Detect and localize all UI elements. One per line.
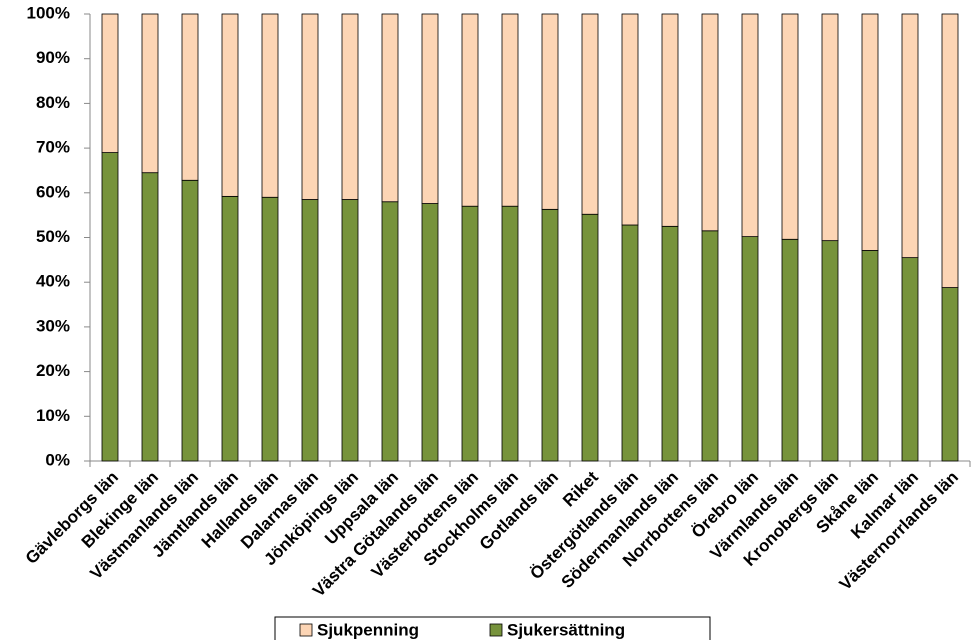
bar-segment: [341, 199, 359, 462]
bar-segment: [261, 196, 279, 462]
bar-segment: [261, 13, 279, 198]
y-tick-label: 10%: [36, 406, 70, 425]
bar-segment: [861, 250, 879, 462]
bar-segment: [501, 205, 519, 462]
bar-segment: [101, 152, 119, 462]
bar-segment: [901, 13, 919, 259]
bar-segment: [821, 13, 839, 242]
y-tick-label: 40%: [36, 272, 70, 291]
y-tick-label: 0%: [45, 450, 70, 469]
bar-segment: [861, 13, 879, 251]
bar-segment: [301, 13, 319, 200]
bar-segment: [581, 13, 599, 215]
bar-segment: [141, 13, 159, 174]
bar-segment: [501, 13, 519, 207]
bar-segment: [901, 257, 919, 462]
bar-segment: [221, 13, 239, 197]
y-tick-label: 80%: [36, 93, 70, 112]
bar-segment: [421, 203, 439, 462]
y-tick-label: 60%: [36, 182, 70, 201]
bar-segment: [741, 236, 759, 462]
y-tick-label: 20%: [36, 361, 70, 380]
bar-segment: [301, 199, 319, 462]
bar-segment: [141, 172, 159, 462]
bar-segment: [381, 201, 399, 462]
legend-swatch: [299, 623, 313, 637]
bar-segment: [381, 13, 399, 203]
bar-segment: [741, 13, 759, 238]
bar-segment: [101, 13, 119, 153]
bar-segment: [221, 195, 239, 462]
bar-segment: [421, 13, 439, 204]
bar-segment: [621, 224, 639, 462]
bar-segment: [821, 240, 839, 462]
legend-label: Sjukersättning: [507, 620, 625, 639]
bar-segment: [181, 13, 199, 181]
bar-segment: [341, 13, 359, 200]
legend-swatch: [489, 623, 503, 637]
bar-segment: [621, 13, 639, 226]
bar-segment: [781, 238, 799, 462]
bar-segment: [581, 213, 599, 462]
y-tick-label: 100%: [27, 3, 70, 22]
bar-segment: [181, 179, 199, 462]
bar-segment: [461, 13, 479, 207]
y-tick-label: 90%: [36, 48, 70, 67]
bar-segment: [941, 13, 959, 288]
bar-segment: [701, 230, 719, 462]
legend-label: Sjukpenning: [317, 620, 419, 639]
bar-segment: [701, 13, 719, 232]
bar-segment: [541, 13, 559, 210]
bar-segment: [661, 225, 679, 462]
bar-segment: [661, 13, 679, 227]
bar-segment: [461, 205, 479, 462]
y-tick-label: 50%: [36, 227, 70, 246]
bar-segment: [541, 208, 559, 462]
bar-segment: [941, 287, 959, 462]
y-tick-label: 30%: [36, 316, 70, 335]
bar-segment: [781, 13, 799, 240]
y-tick-label: 70%: [36, 138, 70, 157]
